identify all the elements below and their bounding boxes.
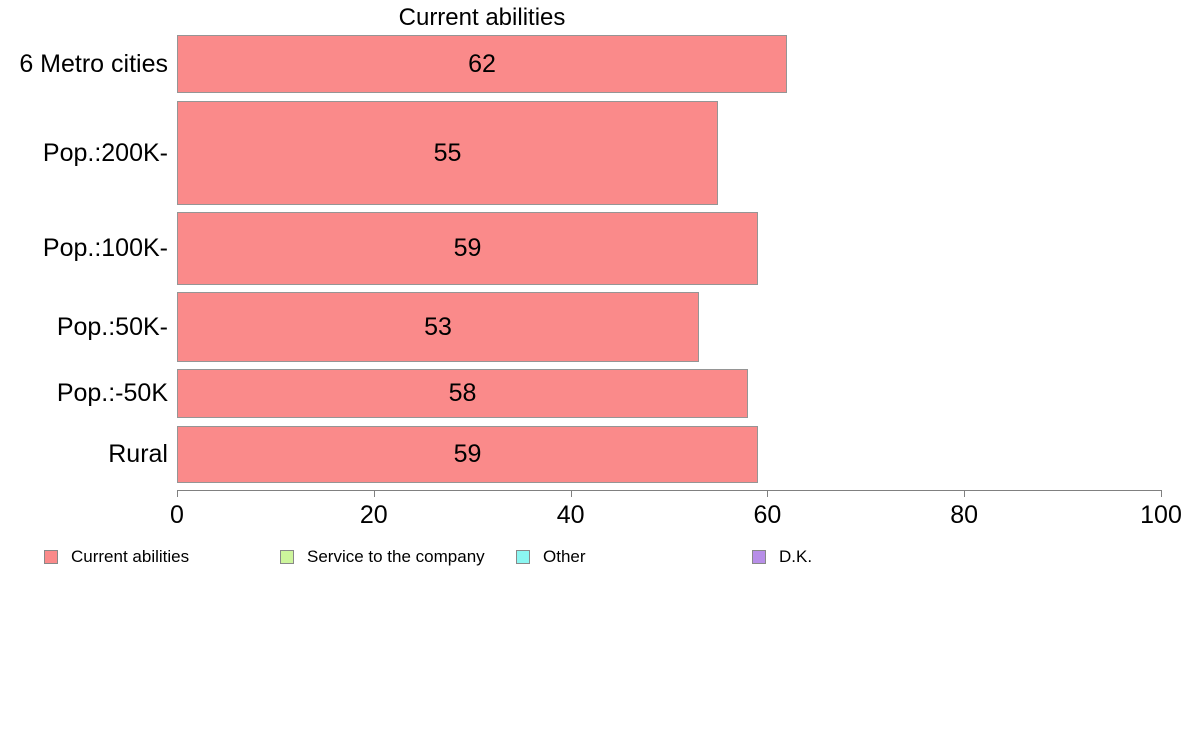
x-axis-tick	[1161, 490, 1162, 497]
legend-swatch-icon	[280, 550, 294, 564]
x-axis-tick-label: 20	[359, 501, 388, 529]
x-axis-tick-label: 60	[753, 501, 782, 529]
bar: 59	[177, 212, 758, 285]
x-axis-tick	[570, 490, 572, 497]
x-axis-tick	[177, 490, 178, 497]
category-label: Pop.:-50K	[56, 379, 168, 407]
bar-value-label: 55	[433, 138, 462, 167]
bar: 58	[177, 369, 748, 418]
bar-value-label: 53	[424, 312, 452, 341]
bar: 62	[177, 35, 787, 93]
x-axis-tick-label: 40	[556, 501, 585, 529]
x-axis-tick-label: 80	[950, 501, 979, 529]
bar: 59	[177, 426, 758, 483]
x-axis-tick-label: 0	[170, 501, 184, 529]
bar-value-label: 59	[453, 440, 482, 468]
bar-value-label: 62	[468, 49, 496, 78]
legend-label: Current abilities	[71, 547, 190, 566]
legend-item: Service to the company	[280, 547, 485, 567]
legend-label: Other	[543, 547, 586, 566]
legend-label: Service to the company	[307, 547, 485, 566]
bar-value-label: 59	[453, 234, 482, 262]
bar: 55	[177, 101, 718, 205]
legend-item: Current abilities	[44, 547, 189, 567]
category-label: Rural	[108, 440, 168, 468]
legend-swatch-icon	[44, 550, 58, 564]
x-axis-tick-label: 100	[1140, 501, 1182, 529]
legend-swatch-icon	[752, 550, 766, 564]
category-label: Pop.:200K-	[42, 138, 168, 167]
chart-title: Current abilities	[398, 4, 566, 31]
legend-item: Other	[516, 547, 586, 567]
bar-value-label: 58	[448, 379, 477, 407]
category-label: Pop.:50K-	[56, 312, 168, 341]
x-axis-tick	[767, 490, 769, 497]
x-axis-tick	[373, 490, 375, 497]
bar: 53	[177, 292, 699, 362]
legend-label: D.K.	[779, 547, 813, 566]
x-axis-tick	[964, 490, 966, 497]
legend-swatch-icon	[516, 550, 530, 564]
category-label: Pop.:100K-	[42, 234, 168, 262]
category-label: 6 Metro cities	[19, 49, 168, 78]
x-axis-line	[177, 490, 1161, 491]
legend-item: D.K.	[752, 547, 812, 567]
